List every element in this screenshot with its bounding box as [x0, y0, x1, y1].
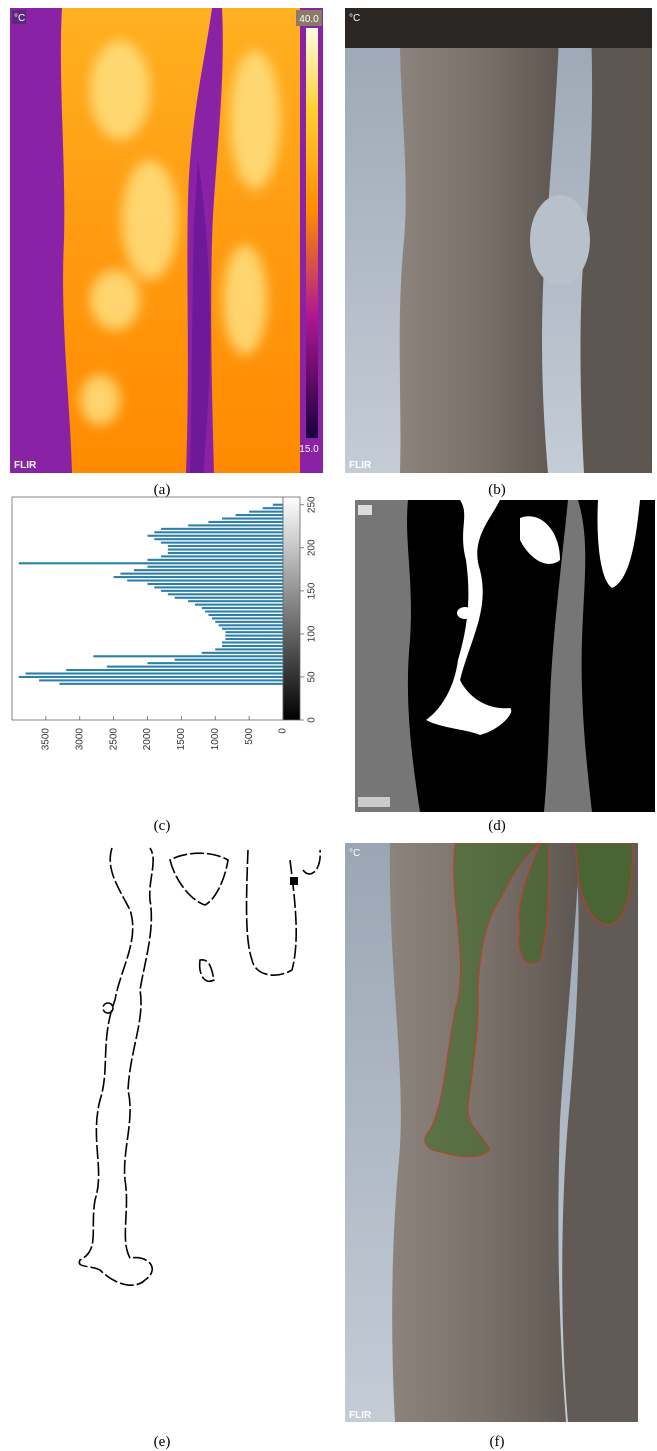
unit-label: °C [349, 13, 360, 24]
bar [120, 572, 284, 575]
bar [222, 517, 283, 520]
x-tick-label: 1500 [176, 728, 187, 751]
x-tick-label: 3000 [74, 728, 85, 751]
bar [161, 541, 283, 544]
histogram: 3500 3000 2500 2000 1500 1000 500 0 0 50 100 150 200… [11, 496, 318, 751]
bar [201, 651, 283, 654]
segmentation-image [355, 500, 655, 812]
edge-blob [290, 877, 298, 885]
caption: (b) [488, 482, 506, 498]
photo [345, 8, 652, 473]
x-tick-label: 2000 [142, 728, 153, 751]
brand-label: FLIR [14, 460, 37, 471]
bar [225, 634, 283, 637]
bar [147, 662, 283, 665]
unit-label: °C [349, 848, 360, 859]
bar [133, 569, 283, 572]
bar [167, 593, 283, 596]
bar [174, 658, 283, 661]
caption: (e) [154, 1434, 171, 1450]
bar [39, 679, 283, 682]
bar [66, 669, 283, 672]
bar [222, 627, 283, 630]
y-tick-label: 100 [307, 625, 318, 642]
bar [147, 565, 283, 568]
bar [167, 545, 283, 548]
x-tick-label: 2500 [108, 728, 119, 751]
y-tick-label: 0 [307, 717, 318, 723]
bar [147, 582, 283, 585]
bar [18, 562, 284, 565]
thermal-image [10, 8, 323, 473]
min-temp-label: 15.0 [299, 444, 319, 455]
bar [161, 555, 283, 558]
bar [215, 620, 283, 623]
caption: (d) [488, 818, 506, 834]
bar [18, 675, 284, 678]
bar [215, 648, 283, 651]
bar [147, 534, 283, 537]
bar [272, 503, 283, 506]
brand-label: FLIR [349, 460, 372, 471]
bar [93, 655, 283, 658]
unit-label: °C [14, 13, 25, 24]
bar [154, 586, 283, 589]
bar [194, 603, 283, 606]
bar [25, 672, 284, 675]
bar [167, 551, 283, 554]
bar [188, 524, 283, 527]
bar [161, 589, 283, 592]
brand-label: FLIR [349, 1410, 372, 1421]
bar [154, 531, 283, 534]
bar [222, 644, 283, 647]
bar [205, 610, 283, 613]
bar [154, 538, 283, 541]
x-tick-label: 3500 [41, 728, 52, 751]
x-tick-label: 0 [278, 728, 289, 734]
caption: (a) [154, 482, 171, 498]
y-tick-label: 250 [307, 496, 318, 513]
y-tick-label: 150 [307, 582, 318, 599]
max-temp-label: 40.0 [299, 14, 319, 25]
edge-contours [78, 847, 321, 1286]
bar [147, 558, 283, 561]
bar [249, 510, 283, 513]
bar [208, 520, 283, 524]
colorbar [282, 496, 301, 721]
x-tick-label: 1000 [210, 728, 221, 751]
bar [235, 514, 283, 517]
bar [218, 624, 283, 627]
bar [127, 579, 283, 582]
overlay-photo [345, 843, 638, 1422]
caption: (c) [154, 818, 171, 834]
bar [188, 600, 283, 603]
bar [106, 665, 283, 668]
bar [167, 548, 283, 551]
bar [113, 576, 283, 579]
y-tick-label: 200 [307, 539, 318, 556]
bar [211, 617, 283, 620]
bar [201, 607, 283, 610]
x-tick-label: 500 [244, 728, 255, 745]
bar [225, 638, 283, 641]
bar [161, 527, 283, 530]
y-tick-label: 50 [307, 671, 318, 683]
bar [225, 631, 283, 634]
caption: (f) [490, 1434, 505, 1450]
bar [262, 507, 283, 510]
bar [208, 613, 283, 616]
bar [222, 641, 283, 644]
bar [174, 596, 283, 599]
bar [59, 682, 283, 685]
